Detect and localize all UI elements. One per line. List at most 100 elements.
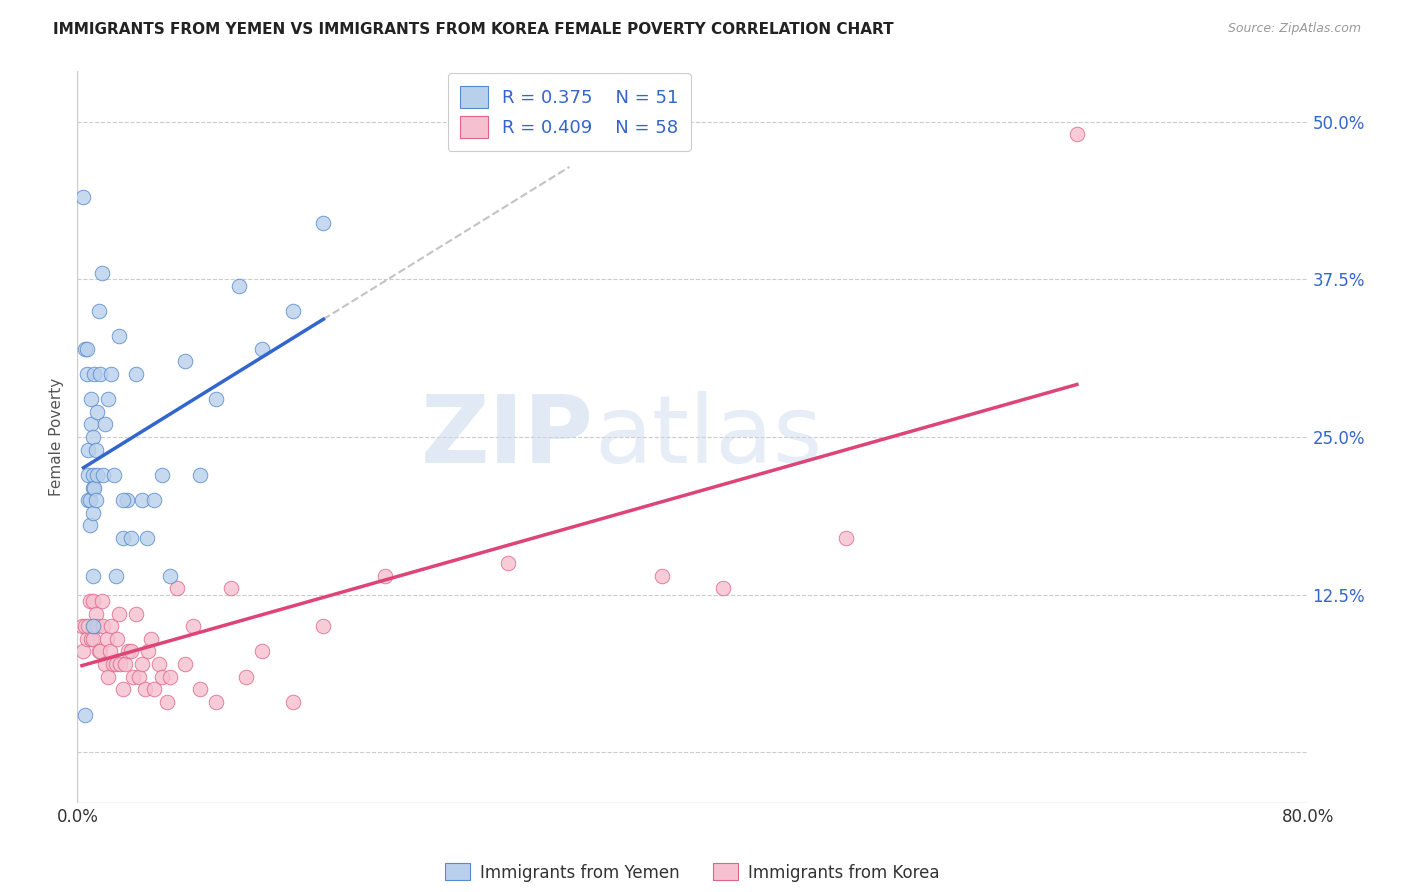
Point xyxy=(83,367,105,381)
Point xyxy=(374,569,396,583)
Point xyxy=(131,657,153,671)
Point xyxy=(105,632,128,646)
Point xyxy=(121,670,143,684)
Point xyxy=(93,467,115,482)
Point xyxy=(70,619,93,633)
Point xyxy=(90,594,114,608)
Point xyxy=(86,619,108,633)
Point xyxy=(150,467,173,482)
Point xyxy=(835,531,858,545)
Point xyxy=(228,278,250,293)
Point xyxy=(711,582,734,596)
Point xyxy=(188,467,212,482)
Point xyxy=(77,619,100,633)
Point xyxy=(250,644,273,658)
Point xyxy=(89,367,111,381)
Text: ZIP: ZIP xyxy=(422,391,595,483)
Point xyxy=(115,493,138,508)
Point xyxy=(496,556,519,570)
Point xyxy=(174,354,197,368)
Point xyxy=(108,607,131,621)
Point xyxy=(97,392,120,407)
Point xyxy=(136,644,159,658)
Point xyxy=(204,695,226,709)
Point xyxy=(77,493,100,508)
Point xyxy=(125,607,148,621)
Point xyxy=(76,367,98,381)
Point xyxy=(312,216,335,230)
Point xyxy=(103,467,125,482)
Point xyxy=(143,493,166,508)
Point xyxy=(97,670,120,684)
Point xyxy=(166,582,188,596)
Point xyxy=(110,657,132,671)
Y-axis label: Female Poverty: Female Poverty xyxy=(49,378,65,496)
Point xyxy=(128,670,150,684)
Point xyxy=(141,632,163,646)
Point xyxy=(100,619,122,633)
Point xyxy=(188,682,212,697)
Point xyxy=(120,644,142,658)
Point xyxy=(82,569,104,583)
Point xyxy=(89,644,111,658)
Point xyxy=(82,619,104,633)
Point xyxy=(82,506,104,520)
Point xyxy=(83,619,105,633)
Point xyxy=(100,367,122,381)
Point xyxy=(181,619,204,633)
Point xyxy=(82,632,104,646)
Point xyxy=(87,644,110,658)
Point xyxy=(84,493,107,508)
Legend: Immigrants from Yemen, Immigrants from Korea: Immigrants from Yemen, Immigrants from K… xyxy=(437,855,948,890)
Point xyxy=(108,329,131,343)
Point xyxy=(82,594,104,608)
Text: Source: ZipAtlas.com: Source: ZipAtlas.com xyxy=(1227,22,1361,36)
Point xyxy=(86,405,108,419)
Point xyxy=(174,657,197,671)
Point xyxy=(134,682,156,697)
Point xyxy=(72,190,94,204)
Point xyxy=(83,481,105,495)
Point xyxy=(104,657,127,671)
Point xyxy=(204,392,226,407)
Point xyxy=(80,632,103,646)
Point xyxy=(159,569,181,583)
Point xyxy=(84,607,107,621)
Point xyxy=(148,657,170,671)
Point xyxy=(94,657,117,671)
Point xyxy=(94,417,117,432)
Point xyxy=(281,304,304,318)
Point xyxy=(235,670,257,684)
Point xyxy=(77,442,100,457)
Point xyxy=(79,518,101,533)
Point xyxy=(84,442,107,457)
Point xyxy=(135,531,157,545)
Point xyxy=(112,493,135,508)
Point xyxy=(101,657,124,671)
Point xyxy=(80,392,103,407)
Point xyxy=(112,531,135,545)
Point xyxy=(76,632,98,646)
Point xyxy=(651,569,673,583)
Point xyxy=(117,644,139,658)
Point xyxy=(73,342,96,356)
Point xyxy=(120,531,142,545)
Point xyxy=(82,467,104,482)
Point xyxy=(114,657,136,671)
Point xyxy=(82,481,104,495)
Point xyxy=(73,707,96,722)
Point xyxy=(80,417,103,432)
Text: IMMIGRANTS FROM YEMEN VS IMMIGRANTS FROM KOREA FEMALE POVERTY CORRELATION CHART: IMMIGRANTS FROM YEMEN VS IMMIGRANTS FROM… xyxy=(53,22,894,37)
Point xyxy=(96,632,118,646)
Point xyxy=(77,467,100,482)
Point xyxy=(281,695,304,709)
Point xyxy=(112,682,135,697)
Point xyxy=(125,367,148,381)
Point xyxy=(219,582,242,596)
Point xyxy=(82,430,104,444)
Point xyxy=(131,493,153,508)
Point xyxy=(87,304,110,318)
Point xyxy=(250,342,273,356)
Point xyxy=(159,670,181,684)
Text: atlas: atlas xyxy=(595,391,823,483)
